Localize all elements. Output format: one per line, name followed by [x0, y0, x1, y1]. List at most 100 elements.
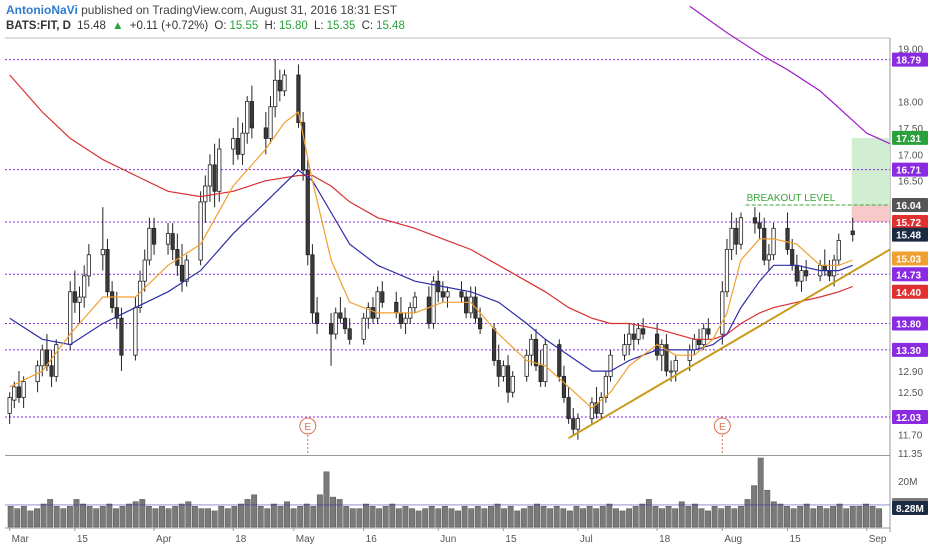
- candle-body: [77, 296, 82, 303]
- volume-bar: [409, 508, 415, 528]
- volume-bar: [198, 508, 205, 528]
- y-tick-label: 11.70: [898, 430, 923, 441]
- volume-bar: [790, 508, 797, 528]
- sma-slow-line: [9, 74, 853, 340]
- volume-bar: [395, 508, 402, 528]
- candle-body: [217, 148, 222, 192]
- volume-bar: [586, 506, 593, 528]
- volume-bar: [191, 506, 198, 528]
- price-tag-box: [892, 198, 928, 213]
- volume-bar: [593, 508, 600, 528]
- candle-body: [836, 240, 841, 261]
- symbol-label: BATS:FIT, D: [6, 20, 71, 32]
- volume-bar: [849, 506, 856, 528]
- volume-bar: [678, 501, 685, 528]
- price-tag-box: [892, 342, 928, 357]
- y-tick-label: 11.35: [898, 449, 923, 460]
- price-tag: 16.71: [892, 162, 928, 177]
- candle-body: [436, 280, 441, 293]
- volume-bar: [481, 508, 488, 528]
- breakout-line[interactable]: BREAKOUT LEVEL: [745, 193, 890, 206]
- candle-body: [198, 201, 203, 261]
- candle-body: [505, 365, 511, 393]
- candle-body: [82, 275, 87, 298]
- risk-reward-boxes[interactable]: [851, 137, 890, 222]
- volume-bar: [73, 499, 80, 528]
- candle-body: [426, 296, 431, 324]
- candle-body: [54, 344, 59, 377]
- candle-body: [72, 291, 77, 303]
- breakout-label: BREAKOUT LEVEL: [747, 193, 836, 204]
- x-tick-label: Mar: [12, 534, 30, 545]
- candle-body: [68, 291, 73, 346]
- volume-bar: [389, 503, 396, 528]
- candle-body: [338, 312, 343, 319]
- candle-body: [361, 317, 366, 340]
- volume-bar: [336, 499, 343, 528]
- earnings-icon[interactable]: [299, 417, 317, 435]
- volume-bar: [172, 506, 179, 528]
- volume-bar: [777, 503, 784, 528]
- candle-body: [501, 365, 506, 377]
- up-arrow-icon: ▲: [112, 20, 124, 32]
- volume-bar: [93, 508, 100, 528]
- volume-bar: [119, 506, 126, 528]
- volume-bar: [488, 506, 494, 528]
- x-tick-label: Jun: [440, 534, 456, 545]
- volume-bar: [580, 508, 586, 528]
- price-tag-box: [892, 410, 928, 425]
- volume-bar: [461, 506, 468, 528]
- candle-body: [394, 301, 399, 314]
- volume-bar: [836, 503, 843, 528]
- volume-bar: [441, 506, 448, 528]
- stop-box[interactable]: [851, 205, 890, 222]
- candle-body: [296, 74, 301, 123]
- candle-body: [529, 338, 534, 356]
- price-tag-text: 16.04: [896, 201, 921, 212]
- candle-body: [706, 328, 711, 335]
- support-trendline[interactable]: [568, 248, 891, 440]
- volume-bar: [566, 510, 573, 528]
- volume-bar: [330, 496, 336, 528]
- last-price: 15.48: [77, 20, 106, 32]
- volume-bar: [455, 510, 461, 528]
- volume-bar: [527, 506, 534, 528]
- trendline[interactable]: [568, 248, 891, 440]
- candle-body: [147, 227, 152, 261]
- volume-bar: [382, 506, 389, 528]
- candle-body: [822, 264, 827, 272]
- volume-bar: [349, 508, 356, 528]
- volume-bar: [224, 508, 231, 528]
- candle-body: [720, 291, 725, 335]
- author-link[interactable]: AntonioNaVi: [6, 3, 78, 17]
- candle-body: [175, 249, 180, 266]
- y-tick-label: 12.90: [898, 367, 923, 378]
- candle-body: [491, 328, 497, 361]
- volume-bar: [178, 503, 185, 528]
- candle-body: [398, 312, 404, 324]
- candle-body: [464, 296, 469, 314]
- low-label: L:: [313, 20, 324, 32]
- volume-bar: [810, 508, 817, 528]
- volume-bar: [534, 503, 540, 528]
- x-tick-label: 15: [77, 534, 89, 545]
- horizontal-levels[interactable]: [5, 59, 890, 418]
- candle-body: [701, 328, 706, 346]
- candle-body: [496, 360, 501, 377]
- volume-bar: [53, 506, 60, 528]
- target-box[interactable]: [851, 137, 890, 206]
- volume-bar: [113, 508, 119, 528]
- volume-bar: [474, 506, 481, 528]
- price-tag-text: 12.03: [896, 413, 921, 424]
- candle-body: [729, 227, 734, 250]
- volume-bar: [659, 508, 665, 528]
- candle-body: [333, 312, 338, 335]
- volume-bar: [613, 508, 619, 528]
- volume-bar: [823, 508, 830, 528]
- volume-bar: [47, 499, 54, 528]
- earnings-icon[interactable]: [713, 417, 731, 435]
- volume-bar: [863, 503, 869, 528]
- volume-bar: [323, 471, 330, 528]
